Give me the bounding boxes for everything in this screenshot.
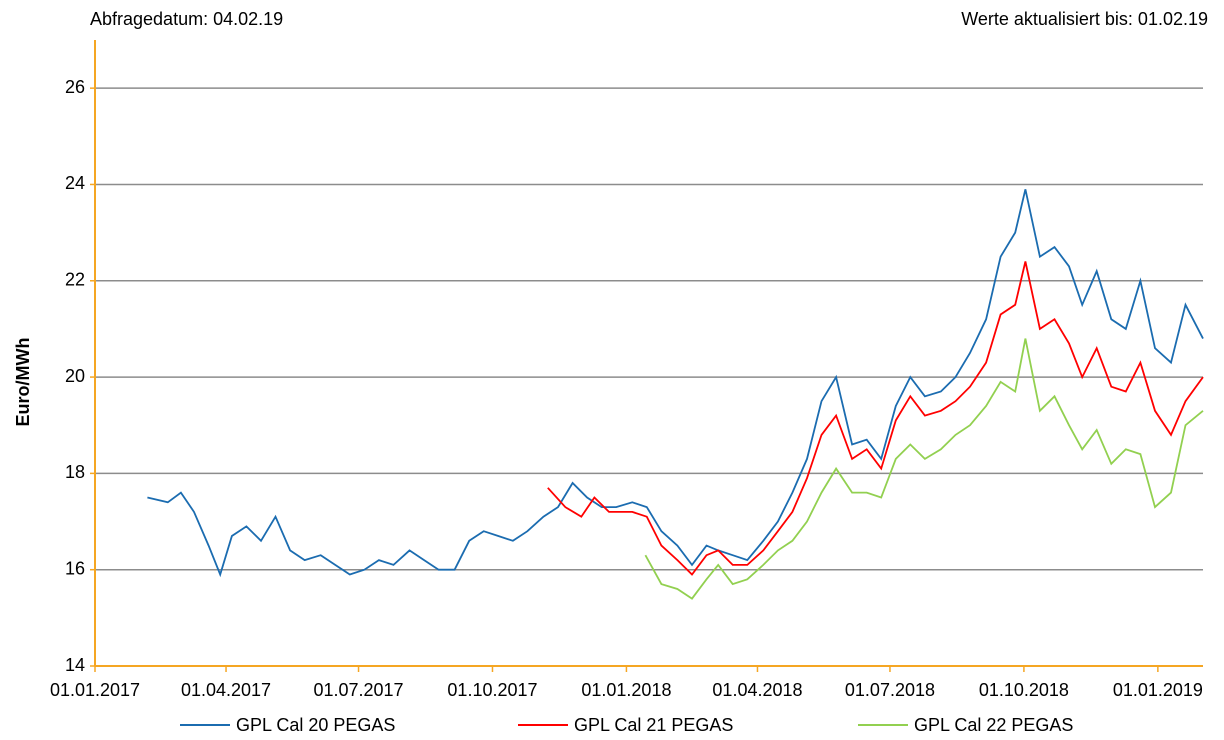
x-tick-label: 01.01.2019: [1113, 680, 1203, 700]
x-tick-label: 01.07.2018: [845, 680, 935, 700]
y-tick-label: 18: [65, 462, 85, 482]
y-tick-label: 22: [65, 270, 85, 290]
x-tick-label: 01.10.2018: [979, 680, 1069, 700]
legend-label: GPL Cal 20 PEGAS: [236, 715, 395, 735]
series-line: [644, 338, 1204, 600]
x-tick-label: 01.01.2018: [581, 680, 671, 700]
y-tick-label: 20: [65, 366, 85, 386]
y-tick-label: 14: [65, 655, 85, 675]
header-left: Abfragedatum: 04.02.19: [90, 9, 283, 29]
x-tick-label: 01.04.2018: [712, 680, 802, 700]
series-line: [547, 261, 1204, 576]
x-tick-label: 01.07.2017: [313, 680, 403, 700]
series-line: [147, 189, 1204, 578]
y-tick-label: 24: [65, 173, 85, 193]
x-tick-label: 01.10.2017: [447, 680, 537, 700]
legend-label: GPL Cal 22 PEGAS: [914, 715, 1073, 735]
y-tick-label: 26: [65, 77, 85, 97]
x-tick-label: 01.01.2017: [50, 680, 140, 700]
legend-label: GPL Cal 21 PEGAS: [574, 715, 733, 735]
x-tick-label: 01.04.2017: [181, 680, 271, 700]
y-tick-label: 16: [65, 558, 85, 578]
header-right: Werte aktualisiert bis: 01.02.19: [961, 9, 1208, 29]
y-axis-label: Euro/MWh: [13, 338, 33, 427]
